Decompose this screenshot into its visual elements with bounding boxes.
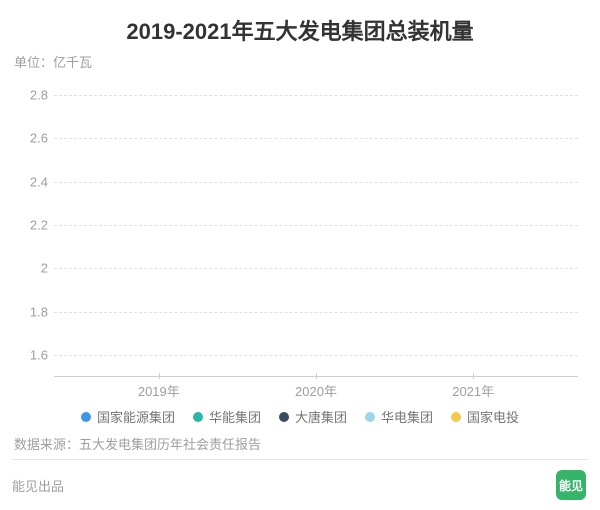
grid-line — [54, 355, 578, 356]
legend-label: 国家能源集团 — [97, 407, 175, 426]
x-tick-label: 2021年 — [452, 381, 494, 400]
y-tick-label: 1.6 — [12, 348, 48, 363]
legend-item[interactable]: 国家能源集团 — [81, 407, 175, 426]
legend-label: 华能集团 — [209, 407, 261, 426]
grid-line — [54, 182, 578, 183]
publisher-badge-icon: 能见 — [556, 470, 586, 500]
grid-line — [54, 95, 578, 96]
publisher-label: 能见出品 — [12, 476, 64, 495]
chart-title: 2019-2021年五大发电集团总装机量 — [12, 14, 588, 46]
x-tick-mark — [316, 373, 317, 379]
y-tick-label: 2 — [12, 261, 48, 276]
legend: 国家能源集团 华能集团 大唐集团 华电集团 国家电投 — [12, 407, 588, 426]
footer: 能见出品 能见 — [12, 470, 588, 500]
chart-container: 2019-2021年五大发电集团总装机量 单位：亿千瓦 2019年2020年20… — [0, 0, 600, 510]
x-tick-mark — [159, 373, 160, 379]
y-tick-label: 2.2 — [12, 218, 48, 233]
chart-subtitle: 单位：亿千瓦 — [14, 52, 588, 71]
y-tick-label: 2.8 — [12, 87, 48, 102]
x-ticks: 2019年 2020年 2021年 — [54, 379, 578, 399]
x-tick-label: 2020年 — [295, 381, 337, 400]
legend-label: 华电集团 — [381, 407, 433, 426]
legend-swatch-icon — [81, 412, 91, 422]
legend-swatch-icon — [365, 412, 375, 422]
legend-swatch-icon — [193, 412, 203, 422]
y-tick-label: 1.8 — [12, 304, 48, 319]
divider — [12, 459, 588, 460]
plot-area: 2019年2020年2021年 1.61.822.22.42.62.8 — [12, 73, 588, 377]
y-tick-label: 2.4 — [12, 174, 48, 189]
legend-swatch-icon — [279, 412, 289, 422]
legend-swatch-icon — [451, 412, 461, 422]
y-tick-label: 2.6 — [12, 131, 48, 146]
x-tick-mark — [473, 373, 474, 379]
x-tick-label: 2019年 — [138, 381, 180, 400]
legend-item[interactable]: 大唐集团 — [279, 407, 347, 426]
grid-line — [54, 225, 578, 226]
grid-line — [54, 312, 578, 313]
legend-label: 国家电投 — [467, 407, 519, 426]
grid-line — [54, 138, 578, 139]
data-source: 数据来源：五大发电集团历年社会责任报告 — [14, 434, 588, 453]
legend-item[interactable]: 华能集团 — [193, 407, 261, 426]
legend-item[interactable]: 国家电投 — [451, 407, 519, 426]
legend-label: 大唐集团 — [295, 407, 347, 426]
legend-item[interactable]: 华电集团 — [365, 407, 433, 426]
grid-line — [54, 268, 578, 269]
